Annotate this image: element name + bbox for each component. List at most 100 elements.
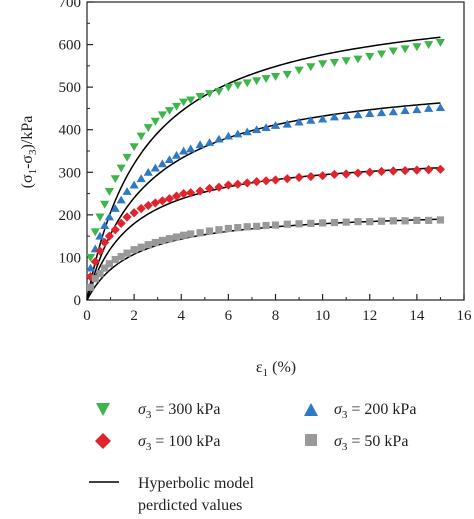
legend-marker-diamond	[95, 433, 111, 449]
legend: σ3 = 300 kPa σ3 = 200 kPa σ3 = 100 kPa σ…	[89, 401, 416, 514]
data-point	[329, 169, 340, 180]
data-point	[223, 180, 233, 190]
y-tick-label: 400	[59, 123, 82, 139]
data-point	[186, 144, 196, 153]
legend-model-label-line2: perdicted values	[138, 497, 242, 514]
data-point	[252, 125, 262, 134]
data-point	[329, 112, 340, 121]
y-tick-label: 200	[59, 208, 82, 224]
data-point	[104, 231, 114, 241]
data-point	[270, 175, 281, 185]
data-point	[95, 231, 105, 240]
data-point	[271, 221, 280, 229]
data-point	[180, 231, 188, 239]
x-tick-label: 0	[83, 308, 91, 324]
y-tick-label: 300	[59, 165, 82, 181]
data-point	[186, 96, 196, 105]
x-tick-label: 8	[272, 308, 280, 324]
data-point	[195, 186, 205, 196]
data-point	[129, 143, 139, 152]
data-point	[95, 246, 105, 256]
data-point	[100, 200, 110, 209]
data-point	[424, 41, 434, 49]
svg-text:σ3 = 50 kPa: σ3 = 50 kPa	[334, 433, 408, 453]
data-point	[318, 114, 328, 123]
data-point	[262, 221, 270, 230]
data-point	[129, 208, 139, 218]
x-tick-label: 6	[225, 308, 233, 324]
data-point	[353, 168, 363, 178]
data-point	[234, 224, 242, 232]
data-point	[187, 230, 195, 238]
data-point	[164, 194, 175, 204]
data-point	[195, 93, 205, 101]
data-point	[150, 198, 160, 208]
data-point	[261, 123, 271, 132]
data-point	[424, 165, 434, 175]
data-point	[144, 241, 152, 249]
data-point	[122, 187, 132, 195]
data-point	[158, 236, 166, 244]
data-point	[233, 179, 243, 189]
data-point	[116, 218, 126, 228]
legend-item-model: Hyperbolic model perdicted values	[89, 475, 255, 514]
data-point	[306, 115, 316, 124]
data-point	[365, 109, 375, 117]
data-point	[204, 138, 215, 146]
data-point	[110, 225, 120, 235]
data-point	[186, 188, 196, 198]
data-point	[116, 164, 126, 173]
data-point	[95, 213, 105, 222]
data-point	[270, 73, 281, 81]
model-curve	[86, 218, 441, 301]
data-point	[116, 195, 126, 204]
x-tick-label: 10	[315, 308, 330, 324]
legend-item-200kpa: σ3 = 200 kPa	[304, 401, 416, 421]
data-point	[294, 117, 304, 126]
data-point	[376, 50, 387, 59]
data-point	[143, 167, 153, 176]
data-point	[436, 216, 445, 224]
x-tick-label: 2	[130, 308, 138, 324]
data-point	[294, 66, 304, 75]
data-point	[318, 60, 328, 69]
data-point	[130, 246, 138, 254]
data-point	[223, 131, 233, 140]
data-point	[424, 104, 434, 112]
data-point	[214, 134, 224, 143]
legend-marker-triangle-up	[304, 403, 318, 416]
data-point	[143, 200, 153, 211]
axis-ticks: 0 2 4 6 8 10 12 14 16 0 100 200 300 400 500 600 700	[59, 0, 473, 324]
data-point	[129, 180, 139, 189]
data-points	[85, 38, 446, 291]
data-point	[243, 223, 251, 231]
data-point	[376, 108, 387, 117]
data-point	[111, 255, 119, 264]
svg-text:σ3 = 300 kPa: σ3 = 300 kPa	[138, 401, 220, 421]
x-tick-label: 12	[362, 308, 377, 324]
series-diamond	[85, 164, 446, 282]
series-triangle-up	[85, 103, 446, 272]
data-point	[242, 127, 252, 136]
y-axis-label: (σ1-σ3)/kPa	[19, 116, 39, 189]
data-point	[164, 155, 175, 163]
y-tick-label: 700	[59, 0, 82, 11]
data-point	[233, 129, 243, 138]
data-point	[400, 106, 410, 115]
data-point	[136, 203, 146, 214]
legend-marker-square	[305, 434, 317, 446]
data-point	[150, 117, 160, 126]
data-point	[195, 140, 205, 149]
data-point	[412, 165, 422, 175]
data-point	[282, 70, 292, 79]
data-point	[388, 47, 398, 56]
data-point	[261, 176, 271, 186]
data-point	[105, 260, 113, 268]
data-point	[253, 222, 261, 230]
data-point	[242, 178, 252, 188]
data-point	[389, 217, 397, 225]
data-point	[110, 204, 120, 212]
data-point	[85, 253, 96, 262]
data-point	[179, 146, 189, 155]
data-point	[172, 233, 181, 241]
